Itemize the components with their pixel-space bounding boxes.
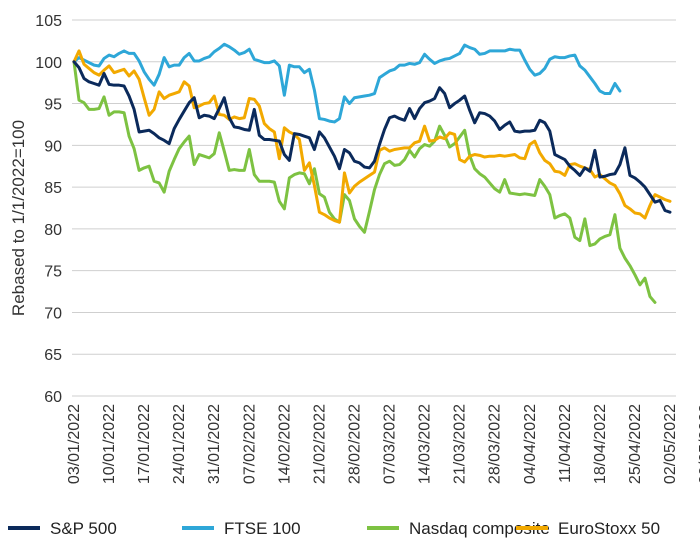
y-tick-label: 100 bbox=[35, 55, 62, 72]
legend-label: Nasdaq composite bbox=[409, 519, 550, 538]
x-tick-label: 21/03/2022 bbox=[452, 404, 469, 484]
legend-item: FTSE 100 bbox=[182, 519, 301, 538]
x-tick-label: 04/04/2022 bbox=[522, 404, 539, 484]
series-line-nasdaq-composite bbox=[72, 60, 657, 304]
y-tick-label: 90 bbox=[44, 138, 62, 155]
x-tick-label: 07/03/2022 bbox=[382, 404, 399, 484]
x-tick-label: 02/05/2022 bbox=[662, 404, 679, 484]
legend: S&P 500 FTSE 100 Nasdaq composite EuroStoxx… bbox=[8, 519, 660, 538]
x-tick-label: 14/03/2022 bbox=[417, 404, 434, 484]
y-tick-label: 60 bbox=[44, 389, 62, 406]
y-tick-label: 70 bbox=[44, 305, 62, 322]
y-axis-ticks: 60 65 70 75 80 85 90 95 100 105 bbox=[35, 13, 62, 406]
x-tick-label: 25/04/2022 bbox=[627, 404, 644, 484]
legend-label: S&P 500 bbox=[50, 519, 117, 538]
x-tick-label: 18/04/2022 bbox=[592, 404, 609, 484]
y-tick-label: 95 bbox=[44, 97, 62, 114]
x-axis-ticks: 03/01/2022 10/01/2022 17/01/2022 24/01/2022… bbox=[66, 404, 700, 484]
x-tick-label: 28/02/2022 bbox=[346, 404, 363, 484]
legend-item: S&P 500 bbox=[8, 519, 117, 538]
x-tick-label: 17/01/2022 bbox=[136, 404, 153, 484]
x-tick-label: 31/01/2022 bbox=[206, 404, 223, 484]
x-tick-label: 09/05/2022 bbox=[697, 404, 700, 484]
series-line-s-p-500 bbox=[72, 60, 672, 214]
x-tick-label: 11/04/2022 bbox=[557, 404, 574, 483]
series-line-eurostoxx-50 bbox=[72, 49, 672, 224]
y-tick-label: 80 bbox=[44, 222, 62, 239]
y-axis-title: Rebased to 1/1/2022=100 bbox=[9, 120, 28, 316]
y-tick-label: 105 bbox=[35, 13, 62, 30]
y-tick-label: 75 bbox=[44, 264, 62, 281]
series-line-ftse-100 bbox=[72, 42, 622, 124]
x-tick-label: 07/02/2022 bbox=[241, 404, 258, 484]
x-tick-label: 24/01/2022 bbox=[171, 404, 188, 484]
x-tick-label: 14/02/2022 bbox=[276, 404, 293, 484]
x-tick-label: 10/01/2022 bbox=[101, 404, 118, 484]
legend-label: EuroStoxx 50 bbox=[558, 519, 660, 538]
x-tick-label: 03/01/2022 bbox=[66, 404, 83, 484]
y-tick-label: 65 bbox=[44, 347, 62, 364]
series-lines bbox=[72, 42, 672, 304]
legend-item: Nasdaq composite bbox=[367, 519, 550, 538]
y-tick-label: 85 bbox=[44, 180, 62, 197]
legend-item: EuroStoxx 50 bbox=[516, 519, 660, 538]
legend-label: FTSE 100 bbox=[224, 519, 301, 538]
x-tick-label: 21/02/2022 bbox=[311, 404, 328, 484]
x-tick-label: 28/03/2022 bbox=[487, 404, 504, 484]
grid bbox=[72, 19, 676, 397]
